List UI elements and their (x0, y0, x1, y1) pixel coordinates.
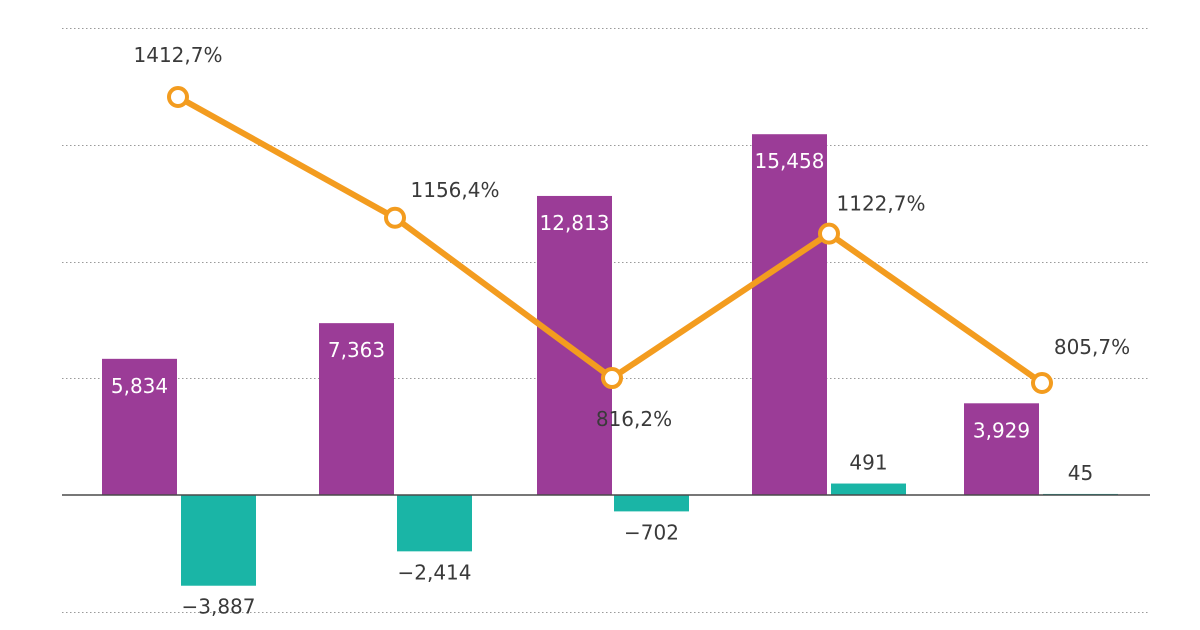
bar-teal-3 (614, 495, 689, 512)
label-pct-4: 1122,7% (837, 192, 926, 216)
marker-orange-3 (601, 367, 623, 390)
bar-purple-2 (319, 323, 394, 495)
bar-purple-3 (537, 195, 612, 495)
bar-teal-4 (831, 483, 906, 495)
label-pct-5: 805,7% (1054, 335, 1130, 359)
label-purple-5: 3,929 (973, 418, 1030, 442)
label-teal-5: 45 (1068, 461, 1093, 485)
label-teal-1: −3,887 (181, 595, 255, 619)
bars (102, 134, 1118, 586)
line-series (167, 86, 1053, 394)
data-labels: 5,834 7,363 12,813 15,458 3,929 −3,887 −2,414 −… (111, 43, 1130, 619)
marker-orange-2 (384, 206, 406, 229)
marker-orange-1 (167, 86, 189, 108)
label-teal-2: −2,414 (397, 560, 471, 584)
bar-teal-1 (181, 495, 256, 586)
label-teal-4: 491 (849, 451, 887, 475)
label-purple-3: 12,813 (540, 211, 610, 235)
label-purple-1: 5,834 (111, 374, 168, 398)
label-pct-1: 1412,7% (134, 43, 223, 67)
bar-purple-1 (102, 358, 177, 495)
label-pct-3: 816,2% (596, 407, 672, 431)
marker-orange-4 (818, 222, 840, 245)
label-purple-4: 15,458 (755, 149, 825, 173)
bar-purple-4 (752, 134, 827, 496)
label-pct-2: 1156,4% (411, 178, 500, 202)
bar-teal-2 (397, 495, 472, 552)
marker-orange-5 (1031, 372, 1053, 394)
label-purple-2: 7,363 (328, 338, 385, 362)
label-teal-3: −702 (624, 520, 679, 544)
bar-purple-5 (964, 403, 1039, 495)
